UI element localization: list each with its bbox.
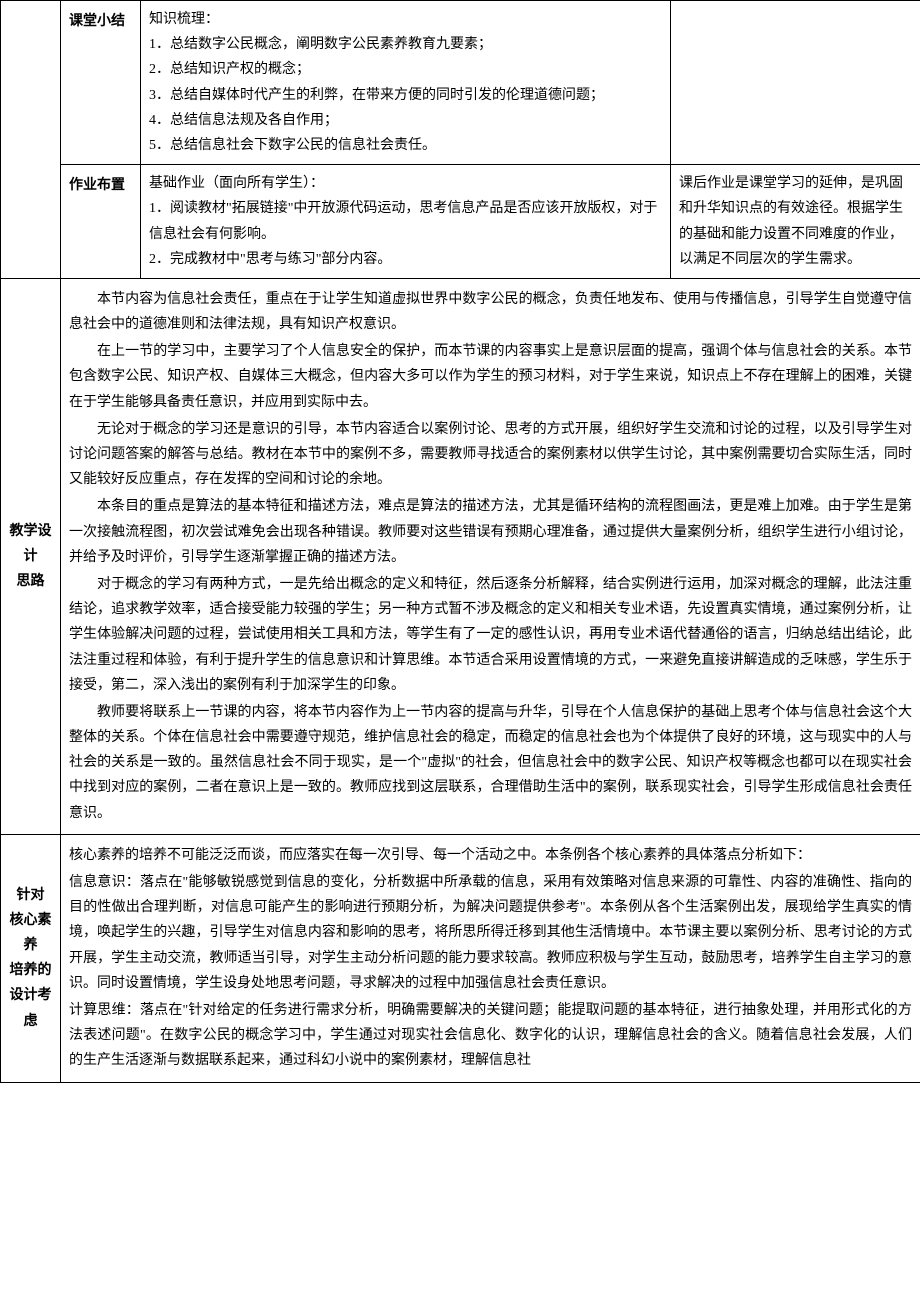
summary-item-2: 2．总结知识产权的概念； — [149, 57, 662, 82]
summary-item-5: 5．总结信息社会下数字公民的信息社会责任。 — [149, 133, 662, 158]
design-p4: 本条目的重点是算法的基本特征和描述方法，难点是算法的描述方法，尤其是循环结构的流… — [69, 494, 912, 570]
core-label-l4: 设计考虑 — [9, 983, 52, 1033]
design-thinking-label: 教学设计 思路 — [1, 278, 61, 834]
homework-intro: 基础作业（面向所有学生）： — [149, 171, 662, 196]
design-p2: 在上一节的学习中，主要学习了个人信息安全的保护，而本节课的内容事实上是意识层面的… — [69, 339, 912, 415]
design-p6: 教师要将联系上一节课的内容，将本节内容作为上一节内容的提高与升华，引导在个人信息… — [69, 700, 912, 826]
core-literacy-label: 针对 核心素养 培养的 设计考虑 — [1, 834, 61, 1082]
summary-intro: 知识梳理： — [149, 7, 662, 32]
homework-item-2: 2．完成教材中"思考与练习"部分内容。 — [149, 247, 662, 272]
core-p1: 信息意识：落点在"能够敏锐感觉到信息的变化，分析数据中所承载的信息，采用有效策略… — [69, 870, 912, 996]
design-label-l1: 教学设计 — [9, 519, 52, 569]
homework-label: 作业布置 — [61, 165, 141, 279]
summary-right-empty — [671, 1, 920, 165]
left-spacer-cell — [1, 1, 61, 279]
summary-content: 知识梳理： 1．总结数字公民概念，阐明数字公民素养教育九要素； 2．总结知识产权… — [141, 1, 671, 165]
core-intro: 核心素养的培养不可能泛泛而谈，而应落实在每一次引导、每一个活动之中。本条例各个核… — [69, 843, 912, 868]
core-p2: 计算思维：落点在"针对给定的任务进行需求分析，明确需要解决的关键问题；能提取问题… — [69, 998, 912, 1074]
design-p1: 本节内容为信息社会责任，重点在于让学生知道虚拟世界中数字公民的概念，负责任地发布… — [69, 287, 912, 337]
design-p3: 无论对于概念的学习还是意识的引导，本节内容适合以案例讨论、思考的方式开展，组织好… — [69, 417, 912, 493]
homework-left: 基础作业（面向所有学生）： 1．阅读教材"拓展链接"中开放源代码运动，思考信息产… — [141, 165, 671, 279]
core-label-l3: 培养的 — [9, 958, 52, 983]
summary-item-3: 3．总结自媒体时代产生的利弊，在带来方便的同时引发的伦理道德问题； — [149, 83, 662, 108]
design-p5: 对于概念的学习有两种方式，一是先给出概念的定义和特征，然后逐条分析解释，结合实例… — [69, 572, 912, 698]
design-label-l2: 思路 — [9, 569, 52, 594]
summary-label: 课堂小结 — [61, 1, 141, 165]
homework-item-1: 1．阅读教材"拓展链接"中开放源代码运动，思考信息产品是否应该开放版权，对于信息… — [149, 196, 662, 246]
summary-item-4: 4．总结信息法规及各自作用； — [149, 108, 662, 133]
design-thinking-content: 本节内容为信息社会责任，重点在于让学生知道虚拟世界中数字公民的概念，负责任地发布… — [61, 278, 920, 834]
core-literacy-content: 核心素养的培养不可能泛泛而谈，而应落实在每一次引导、每一个活动之中。本条例各个核… — [61, 834, 920, 1082]
summary-item-1: 1．总结数字公民概念，阐明数字公民素养教育九要素； — [149, 32, 662, 57]
homework-right: 课后作业是课堂学习的延伸，是巩固和升华知识点的有效途径。根据学生的基础和能力设置… — [671, 165, 920, 279]
core-label-l1: 针对 — [9, 883, 52, 908]
core-label-l2: 核心素养 — [9, 908, 52, 958]
